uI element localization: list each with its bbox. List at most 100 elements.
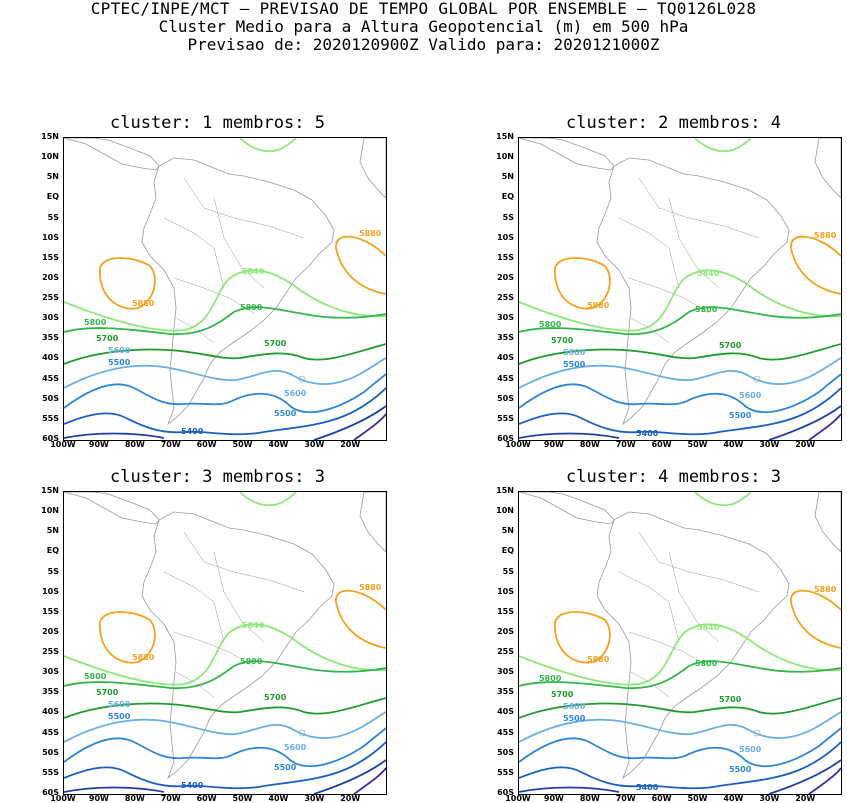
contour-label-5600: 5600 xyxy=(739,745,762,754)
country-border xyxy=(618,217,680,289)
lon-tick-label: 20W xyxy=(795,794,816,803)
lat-tick-label: 45S xyxy=(42,727,59,737)
africa-coastline xyxy=(359,492,386,553)
lon-tick-label: 70W xyxy=(615,794,636,803)
contour-5200 xyxy=(808,413,841,440)
page-subtitle: Cluster Medio para a Altura Geopotencial… xyxy=(158,17,689,36)
contour-5300 xyxy=(519,405,841,440)
lon-tick-label: 90W xyxy=(543,794,564,803)
lat-tick-label: 40S xyxy=(497,353,514,363)
country-border xyxy=(173,277,255,314)
contour-label-5700: 5700 xyxy=(551,336,574,345)
lat-tick-label: 35S xyxy=(42,687,59,697)
lat-tick-label: 15N xyxy=(496,132,514,141)
contour-5600 xyxy=(64,357,386,389)
geopotential-map-4: 5880 5880 5840 5800 5700 5600 5500 5400 5700 5800… xyxy=(519,492,841,794)
cluster-4-map: 5880 5880 5840 5800 5700 5600 5500 5400 5700 5800… xyxy=(518,491,842,795)
contour-5880 xyxy=(554,257,611,310)
lat-tick-label: 5S xyxy=(502,566,514,576)
contour-label-5880: 5880 xyxy=(814,585,837,594)
contour-label-5800: 5800 xyxy=(84,318,107,327)
contour-5600 xyxy=(519,711,841,743)
contour-5880 xyxy=(335,235,386,295)
contour-5880 xyxy=(790,235,841,295)
contour-label-5700: 5700 xyxy=(719,695,742,704)
contour-label-5600: 5600 xyxy=(284,389,307,398)
contour-label-5400: 5400 xyxy=(181,781,204,790)
contour-5800 xyxy=(519,306,841,336)
lat-tick-label: 55S xyxy=(42,767,59,777)
contour-5840 xyxy=(694,138,752,153)
south-america-coastline xyxy=(596,157,790,426)
south-america-coastline xyxy=(596,511,790,780)
central-america-coastline xyxy=(519,138,615,171)
contour-label-5840: 5840 xyxy=(242,621,265,630)
contour-5840 xyxy=(694,492,752,507)
lat-tick-label: 35S xyxy=(497,687,514,697)
lat-tick-label: 5N xyxy=(46,526,59,536)
lat-tick-label: 55S xyxy=(497,413,514,423)
contour-label-5500: 5500 xyxy=(729,765,752,774)
lat-tick-label: 35S xyxy=(497,333,514,343)
lon-tick-label: 60W xyxy=(651,440,672,449)
cluster-1-map: 5880 5880 5840 5800 5700 5600 5500 5400 5700 5800… xyxy=(63,137,387,441)
contour-label-5400: 5400 xyxy=(636,783,659,792)
contour-label-5800: 5800 xyxy=(539,674,562,683)
lat-tick-label: 15S xyxy=(42,252,59,262)
contour-label-5800: 5800 xyxy=(695,659,718,668)
lat-tick-label: 25S xyxy=(497,647,514,657)
contour-5840 xyxy=(519,269,841,332)
lat-tick-label: 60S xyxy=(42,788,59,797)
country-border xyxy=(175,671,215,698)
contour-label-5600: 5600 xyxy=(108,346,131,355)
lat-tick-label: 10N xyxy=(41,506,59,516)
page-title: CPTEC/INPE/MCT – PREVISAO DE TEMPO GLOBA… xyxy=(90,0,757,18)
africa-coastline xyxy=(359,138,386,199)
lat-tick-label: 5S xyxy=(47,212,59,222)
forecast-dates: Previsao de: 2020120900Z Valido para: 20… xyxy=(187,35,660,54)
contour-label-5700: 5700 xyxy=(719,341,742,350)
lat-tick-label: 15S xyxy=(42,606,59,616)
lon-tick-label: 50W xyxy=(232,794,253,803)
lon-tick-label: 60W xyxy=(196,794,217,803)
contour-5800 xyxy=(64,306,386,336)
contour-5800 xyxy=(64,660,386,690)
contour-label-5500: 5500 xyxy=(108,358,131,367)
lat-tick-label: 5N xyxy=(501,172,514,182)
lat-tick-label: 10S xyxy=(497,586,514,596)
lat-tick-label: 45S xyxy=(42,373,59,383)
country-border xyxy=(638,177,760,239)
contour-5400 xyxy=(519,387,841,436)
contour-5500 xyxy=(64,373,386,414)
south-america-coastline xyxy=(141,157,335,426)
country-border xyxy=(638,531,760,593)
africa-coastline xyxy=(814,138,841,199)
lat-tick-label: 50S xyxy=(497,747,514,757)
contour-label-5600: 5600 xyxy=(284,743,307,752)
country-border xyxy=(163,571,225,643)
country-border xyxy=(163,217,225,289)
lon-tick-label: 90W xyxy=(543,440,564,449)
contour-label-5500: 5500 xyxy=(108,712,131,721)
lat-tick-label: 10N xyxy=(496,506,514,516)
lon-tick-label: 30W xyxy=(304,794,325,803)
lat-tick-label: 60S xyxy=(497,788,514,797)
lat-tick-label: 10N xyxy=(41,152,59,162)
lon-tick-label: 60W xyxy=(651,794,672,803)
lat-tick-label: 10N xyxy=(496,152,514,162)
contour-5300 xyxy=(64,759,386,794)
contour-label-5800: 5800 xyxy=(695,305,718,314)
country-border xyxy=(630,317,670,344)
lon-tick-label: 50W xyxy=(687,440,708,449)
contour-label-5880: 5880 xyxy=(359,583,382,592)
contour-5840 xyxy=(239,138,297,153)
contour-label-5880: 5880 xyxy=(359,229,382,238)
contour-label-5500: 5500 xyxy=(729,411,752,420)
contour-label-5880: 5880 xyxy=(132,299,155,308)
central-america-coastline xyxy=(519,492,615,525)
lat-tick-label: 35S xyxy=(42,333,59,343)
lat-tick-label: 40S xyxy=(42,707,59,717)
contour-label-5700: 5700 xyxy=(551,690,574,699)
contour-label-5840: 5840 xyxy=(697,269,720,278)
lat-tick-label: EQ xyxy=(501,192,514,202)
